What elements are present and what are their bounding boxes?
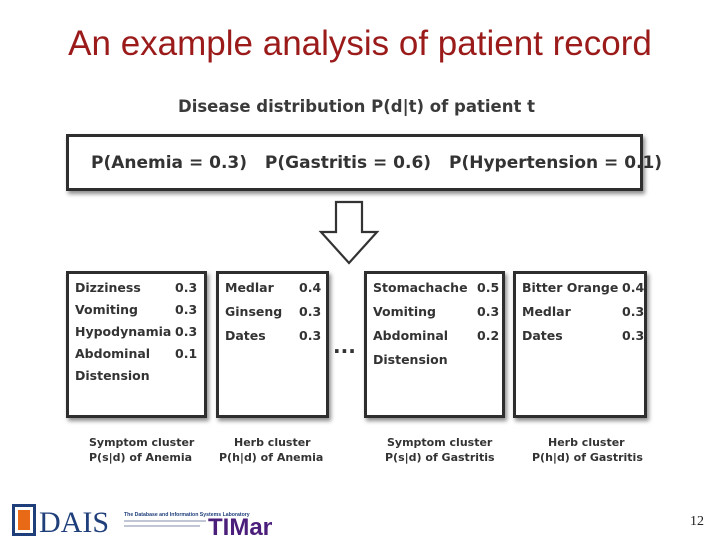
cluster-item: Medlar 0.3 [522,304,644,319]
cluster-item: Stomachache 0.5 [373,280,499,295]
item-label: Medlar [225,280,274,295]
cluster-item: Vomiting 0.3 [373,304,499,319]
item-label: Bitter Orange [522,280,619,295]
distribution-row: P(Anemia = 0.3) P(Gastritis = 0.6) P(Hyp… [91,153,674,173]
footer-logos: DAIS The Database and Information System… [12,502,277,543]
cluster-item: Dates 0.3 [522,328,644,343]
item-value: 0.3 [299,328,322,343]
item-value: 0.3 [299,304,322,319]
item-value: 0.1 [175,346,198,361]
caption-line: Symptom cluster [387,436,493,449]
cluster-item: Distension [373,352,448,367]
caption-line: Herb cluster [234,436,311,449]
lab-name-text: The Database and Information Systems Lab… [124,512,250,518]
timan-logo-text: TIMan [208,514,272,538]
dist-anemia: P(Anemia = 0.3) [91,153,247,173]
herb-cluster-anemia-box: Medlar 0.4 Ginseng 0.3 Dates 0.3 [216,271,329,418]
cluster-item: Distension [75,368,150,383]
item-label: Dizziness [75,280,141,295]
symptom-cluster-anemia-box: Dizziness 0.3 Vomiting 0.3 Hypodynamia 0… [66,271,207,418]
caption-line: Symptom cluster [89,436,195,449]
symptom-cluster-gastritis-box: Stomachache 0.5 Vomiting 0.3 Abdominal 0… [364,271,505,418]
cluster-item: Dates 0.3 [225,328,321,343]
herb-cluster-gastritis-box: Bitter Orange 0.4 Medlar 0.3 Dates 0.3 [513,271,647,418]
item-value: 0.3 [175,280,198,295]
item-value: 0.2 [477,328,500,343]
item-label: Dates [522,328,563,343]
cluster-item: Bitter Orange 0.4 [522,280,644,295]
item-value: 0.3 [622,328,645,343]
item-value: 0.3 [175,324,198,339]
dist-hypertension: P(Hypertension = 0.1) [449,153,663,173]
slide-title: An example analysis of patient record [68,24,652,63]
caption-line: P(s|d) of Gastritis [385,451,495,464]
caption-symptom-anemia: Symptom cluster P(s|d) of Anemia [89,435,194,465]
item-label: Abdominal [75,346,151,361]
item-label: Stomachache [373,280,468,295]
item-value: 0.3 [175,302,198,317]
item-value: 0.3 [622,304,645,319]
cluster-item: Abdominal 0.1 [75,346,197,361]
item-label: Vomiting [373,304,436,319]
caption-line: P(h|d) of Gastritis [532,451,643,464]
item-label: Abdominal [373,328,449,343]
page-number: 12 [690,514,704,529]
item-label: Distension [373,352,448,367]
item-label: Ginseng [225,304,283,319]
caption-herb-gastritis: Herb cluster P(h|d) of Gastritis [532,435,643,465]
caption-herb-anemia: Herb cluster P(h|d) of Anemia [219,435,323,465]
dais-logo-text: DAIS [39,506,109,538]
item-label: Medlar [522,304,571,319]
item-label: Hypodynamia [75,324,172,339]
cluster-item: Hypodynamia 0.3 [75,324,197,339]
dais-timan-logo: DAIS The Database and Information System… [12,504,277,541]
cluster-item: Abdominal 0.2 [373,328,499,343]
item-value: 0.4 [622,280,645,295]
caption-line: P(h|d) of Anemia [219,451,324,464]
item-label: Dates [225,328,266,343]
caption-symptom-gastritis: Symptom cluster P(s|d) of Gastritis [385,435,495,465]
caption-line: Herb cluster [548,436,625,449]
caption-line: P(s|d) of Anemia [89,451,193,464]
item-value: 0.3 [477,304,500,319]
item-label: Vomiting [75,302,138,317]
down-arrow-icon [318,200,380,265]
item-label: Distension [75,368,150,383]
item-value: 0.4 [299,280,322,295]
cluster-item: Vomiting 0.3 [75,302,197,317]
dist-gastritis: P(Gastritis = 0.6) [264,153,432,173]
cluster-item: Dizziness 0.3 [75,280,197,295]
ellipsis: ... [333,334,356,358]
diagram-heading: Disease distribution P(d|t) of patient t [178,97,535,116]
cluster-item: Ginseng 0.3 [225,304,321,319]
distribution-box: P(Anemia = 0.3) P(Gastritis = 0.6) P(Hyp… [66,134,662,191]
item-value: 0.5 [477,280,500,295]
cluster-item: Medlar 0.4 [225,280,321,295]
